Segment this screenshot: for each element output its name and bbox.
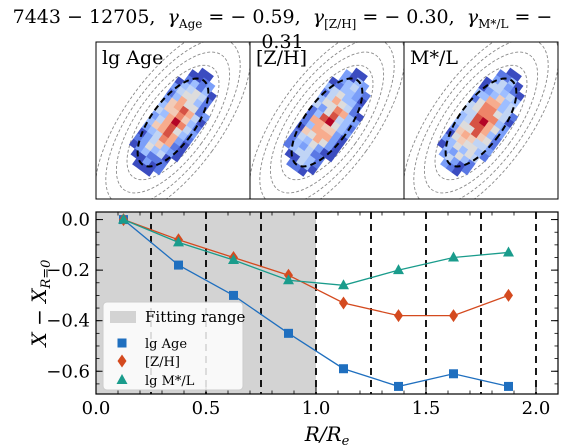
map-bins	[436, 67, 525, 177]
map-bin	[461, 164, 472, 176]
data-point	[118, 213, 129, 224]
data-point	[229, 290, 238, 300]
data-point	[393, 264, 404, 275]
legend-label: lg Age	[145, 337, 187, 352]
y-tick-label: 0.0	[61, 210, 90, 231]
map-bin	[143, 166, 154, 177]
gamma-age-value: = − 0.59	[208, 6, 295, 28]
data-point	[448, 251, 459, 262]
legend-marker	[117, 338, 127, 348]
legend-marker	[116, 374, 128, 384]
map-bin	[451, 166, 462, 177]
data-point	[338, 279, 349, 290]
x-tick-label: 1.5	[412, 398, 441, 419]
isophote-contour	[250, 42, 404, 199]
map-bins	[128, 67, 217, 177]
isophote-contour	[280, 64, 374, 181]
data-point	[394, 381, 403, 391]
data-point	[394, 309, 403, 323]
plot-frame	[95, 211, 559, 395]
isophote-contour	[126, 64, 220, 181]
x-tick-label: 0.5	[192, 398, 221, 419]
gamma-age-sub: Age	[178, 16, 203, 31]
data-point	[284, 328, 293, 338]
isophote-contour	[434, 64, 528, 181]
map-panel-2: M*/L	[403, 41, 559, 200]
isophote-contour	[105, 42, 241, 199]
data-point	[339, 364, 348, 374]
series-line	[123, 218, 509, 286]
y-tick-label: −0.6	[46, 361, 90, 382]
map-label: lg Age	[102, 47, 163, 69]
x-tick-label: 2.0	[522, 398, 551, 419]
gamma-zh-sub: [Z/H]	[324, 16, 357, 31]
map-label: [Z/H]	[256, 47, 307, 69]
legend-box	[102, 301, 244, 391]
legend-label: Fitting range	[145, 308, 245, 326]
map-label: M*/L	[410, 47, 458, 69]
map-panel-1: [Z/H]	[249, 41, 405, 200]
gamma-age-symbol: γ	[167, 6, 179, 28]
gamma-zh-value: = − 0.30	[362, 6, 449, 28]
legend-label: lg M*/L	[145, 374, 195, 389]
isophote-contour	[269, 51, 385, 194]
y-tick-label: −0.4	[46, 311, 90, 332]
x-tick-label: 1.0	[302, 398, 331, 419]
series-2	[118, 213, 514, 290]
data-point	[503, 246, 514, 257]
legend: Fitting range lg Age [Z/H] lg M*/L	[102, 301, 245, 391]
isophote-contour	[115, 51, 231, 194]
profile-plot: 0.0 0.5 1.0 1.5 2.0 0.0 −0.2 −0.4 −0.6 R/Re X − XR…	[27, 210, 559, 447]
x-axis-label: R/Re	[304, 422, 350, 447]
map-panels: lg Age [Z/H] M*/L	[95, 41, 559, 200]
gamma-ml-sub: M*/L	[478, 16, 509, 31]
x-tick-label: 0.0	[82, 398, 111, 419]
series-line	[123, 219, 509, 388]
data-point	[449, 369, 458, 379]
map-bin	[153, 164, 164, 176]
y-axis-label: X − XR=0	[27, 260, 54, 349]
gamma-zh-symbol: γ	[312, 6, 325, 28]
effective-radius-ellipse	[444, 77, 518, 168]
data-point	[449, 309, 458, 323]
galaxy-id: 7443 − 12705	[12, 6, 150, 28]
map-bin	[307, 164, 318, 176]
data-point	[339, 296, 348, 310]
map-frame	[403, 41, 559, 200]
isophote-contour	[423, 51, 539, 194]
y-tick-label: −0.2	[46, 260, 90, 281]
data-point	[174, 260, 183, 270]
gamma-ml-symbol: γ	[466, 6, 479, 28]
data-point	[504, 288, 513, 302]
isophote-contour	[96, 42, 250, 199]
effective-radius-ellipse	[290, 77, 364, 168]
map-panel-0: lg Age	[95, 41, 251, 200]
data-point	[228, 254, 239, 265]
isophote-contour	[413, 42, 549, 199]
isophote-contour	[404, 42, 558, 199]
legend-label: [Z/H]	[145, 355, 180, 370]
data-point	[173, 236, 184, 247]
legend-marker	[117, 354, 127, 368]
data-point	[504, 381, 513, 391]
legend-fitting-swatch	[110, 311, 136, 323]
effective-radius-ellipse	[136, 77, 210, 168]
map-bin	[297, 166, 308, 177]
series-line	[123, 218, 509, 317]
data-point	[283, 274, 294, 285]
